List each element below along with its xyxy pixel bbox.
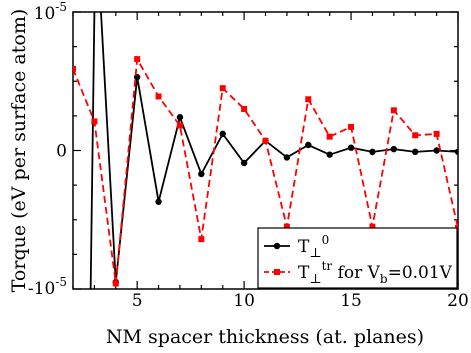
series-2-point bbox=[134, 56, 141, 63]
x-tick-label: 20 bbox=[447, 291, 469, 311]
series-2-point bbox=[348, 123, 355, 130]
y-tick-label: 10-5 bbox=[34, 0, 67, 24]
series-1-point bbox=[240, 159, 248, 167]
series-1-point bbox=[283, 154, 291, 161]
x-tick-label: 5 bbox=[132, 291, 143, 311]
series-1-point bbox=[219, 130, 226, 138]
series-2-point bbox=[283, 223, 290, 230]
legend-box bbox=[257, 227, 458, 289]
legend-label-2: T⊥tr for Vb=0.01V bbox=[298, 259, 453, 287]
series-1-point bbox=[412, 148, 419, 156]
series-1-point bbox=[390, 145, 398, 153]
series-2-point bbox=[198, 236, 205, 243]
series-2-point bbox=[155, 93, 162, 100]
series-2-point bbox=[412, 132, 419, 139]
series-2-point bbox=[241, 105, 248, 112]
x-tick-label: 10 bbox=[233, 291, 255, 311]
legend-swatch-marker-1 bbox=[273, 242, 281, 250]
series-2-point bbox=[433, 130, 440, 137]
legend-swatch-marker-2 bbox=[274, 269, 280, 275]
series-1-point bbox=[198, 170, 205, 178]
series-2-point bbox=[305, 96, 312, 103]
series-2-point bbox=[390, 107, 397, 114]
series-1-point bbox=[176, 114, 184, 121]
legend-label-1: T⊥0 bbox=[298, 233, 329, 261]
x-axis-title: NM spacer thickness (at. planes) bbox=[106, 326, 424, 348]
y-axis-title: Torque (eV per surface atom) bbox=[8, 9, 30, 293]
series-2-point bbox=[262, 137, 269, 144]
series-2-point bbox=[73, 65, 76, 72]
series-1-point bbox=[326, 151, 333, 158]
series-2-point bbox=[91, 118, 98, 125]
series-2-point bbox=[369, 223, 376, 230]
series-1-point bbox=[369, 148, 376, 156]
series-1-point bbox=[454, 148, 458, 156]
series-1-point bbox=[155, 198, 162, 205]
y-tick-label: 0 bbox=[56, 142, 67, 162]
series-1-point bbox=[305, 141, 312, 149]
series-1-point bbox=[347, 144, 355, 151]
series-2-point bbox=[176, 122, 183, 129]
series-2-point bbox=[112, 280, 119, 287]
x-tick-label: 15 bbox=[340, 291, 362, 311]
series-2-point bbox=[219, 85, 226, 92]
series-1-point bbox=[433, 147, 440, 154]
series-2-point bbox=[326, 133, 333, 140]
y-tick-label: -10-5 bbox=[28, 275, 67, 299]
